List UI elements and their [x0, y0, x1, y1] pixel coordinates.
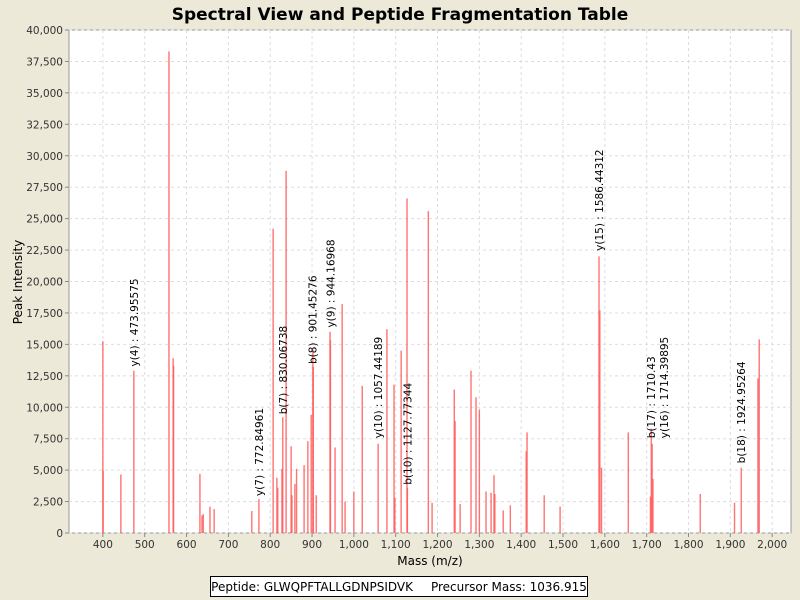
y-tick-label: 35,000 [26, 88, 63, 100]
y-tick-label: 27,500 [26, 182, 63, 194]
y-tick-label: 10,000 [26, 402, 63, 414]
x-tick-label: 2,000 [757, 539, 787, 551]
peak-annotation: y(16) : 1714.39895 [659, 337, 671, 438]
peak-annotation: y(4) : 473.95575 [129, 278, 141, 366]
y-tick-label: 17,500 [26, 308, 63, 320]
y-tick-label: 32,500 [26, 119, 63, 131]
x-tick-label: 1,800 [673, 539, 703, 551]
legend: Peptide: GLWQPFTALLGDNPSIDVK Precursor M… [210, 576, 588, 597]
peak-annotation: b(18) : 1924.95264 [736, 361, 748, 463]
peak-annotation: b(7) : 830.06738 [278, 326, 290, 415]
x-tick-label: 400 [93, 539, 113, 551]
peak-annotation: y(9) : 944.16968 [326, 239, 338, 327]
y-axis: 0 2,500 5,000 7,500 10,000 12,500 15,000 17,500… [26, 25, 69, 540]
x-tick-label: 600 [177, 539, 197, 551]
peaks [102, 51, 760, 533]
x-tick-label: 1,400 [506, 539, 536, 551]
x-tick-label: 1,000 [339, 539, 369, 551]
annotations: y(4) : 473.95575 y(7) : 772.84961 b(7) : 8… [129, 149, 748, 496]
legend-precursor-mass: Precursor Mass: 1036.915 [430, 579, 587, 594]
y-tick-label: 5,000 [33, 465, 63, 477]
y-tick-label: 15,000 [26, 339, 63, 351]
y-tick-label: 7,500 [33, 434, 63, 446]
legend-peptide: Peptide: GLWQPFTALLGDNPSIDVK [211, 579, 413, 594]
x-tick-label: 900 [302, 539, 322, 551]
peak-annotation: b(17) : 1710.43 [646, 356, 658, 438]
x-tick-label: 1,700 [632, 539, 662, 551]
y-tick-label: 40,000 [26, 25, 63, 37]
y-tick-label: 37,500 [26, 56, 63, 68]
peak-annotation: b(8) : 901.45276 [308, 275, 320, 364]
peak-annotation: y(7) : 772.84961 [254, 408, 266, 496]
x-tick-label: 1,300 [464, 539, 494, 551]
x-tick-label: 800 [260, 539, 280, 551]
peak-annotation: y(15) : 1586.44312 [594, 149, 606, 250]
peak-annotation: b(10) : 1127.77344 [402, 383, 414, 485]
x-tick-label: 1,900 [715, 539, 745, 551]
peak-annotation: y(10) : 1057.44189 [373, 337, 385, 438]
x-tick-label: 500 [135, 539, 155, 551]
y-tick-label: 22,500 [26, 245, 63, 257]
y-axis-label: Peak Intensity [11, 240, 25, 325]
x-tick-label: 1,200 [422, 539, 452, 551]
y-tick-label: 2,500 [33, 497, 63, 509]
x-tick-label: 1,500 [548, 539, 578, 551]
y-tick-label: 30,000 [26, 151, 63, 163]
x-axis: 400 500 600 700 800 900 1,000 1,100 1,200 1,300 1,… [93, 533, 787, 551]
y-tick-label: 12,500 [26, 371, 63, 383]
y-tick-label: 25,000 [26, 214, 63, 226]
x-tick-label: 700 [218, 539, 238, 551]
chart-title: Spectral View and Peptide Fragmentation … [172, 5, 629, 25]
x-tick-label: 1,600 [590, 539, 620, 551]
grid [69, 29, 791, 534]
x-axis-label: Mass (m/z) [397, 554, 462, 568]
y-tick-label: 20,000 [26, 277, 63, 289]
y-tick-label: 0 [56, 528, 63, 540]
x-tick-label: 1,100 [381, 539, 411, 551]
